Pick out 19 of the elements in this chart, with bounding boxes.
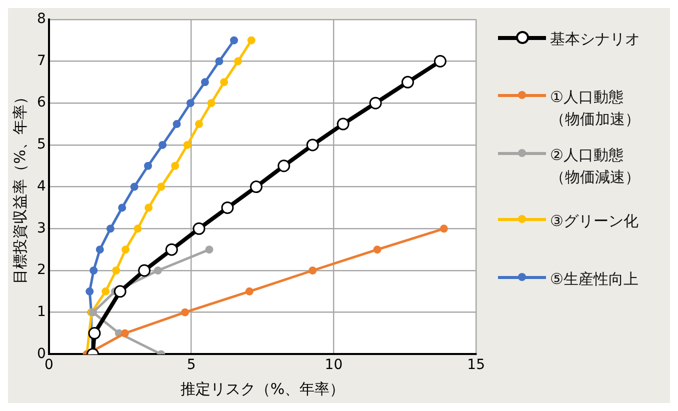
y-tick-label: 3 [36, 220, 46, 236]
legend-label: ①人口動態（物価加速） [550, 87, 641, 130]
y-tick-label: 4 [36, 178, 46, 194]
y-axis-title: 目標投資収益率（%、年率） [10, 90, 29, 284]
legend-label: ⑤生産性向上 [550, 269, 640, 290]
y-tick-label: 1 [36, 304, 46, 320]
legend-label: ③グリーン化 [550, 211, 640, 232]
legend-label: 基本シナリオ [550, 29, 641, 50]
y-tick-label: 6 [36, 94, 46, 111]
y-tick-label: 7 [36, 52, 46, 69]
x-axis-title: 推定リスク（%、年率） [180, 380, 345, 398]
x-tick-label: 10 [324, 357, 343, 374]
y-tick-label: 8 [36, 11, 46, 28]
x-tick-label: 5 [186, 357, 196, 374]
y-tick-label: 2 [36, 262, 46, 278]
y-tick-label: 0 [36, 346, 46, 362]
y-tick-label: 5 [36, 136, 46, 153]
legend-label: ②人口動態（物価減速） [550, 145, 641, 188]
x-tick-label: 15 [467, 357, 486, 374]
